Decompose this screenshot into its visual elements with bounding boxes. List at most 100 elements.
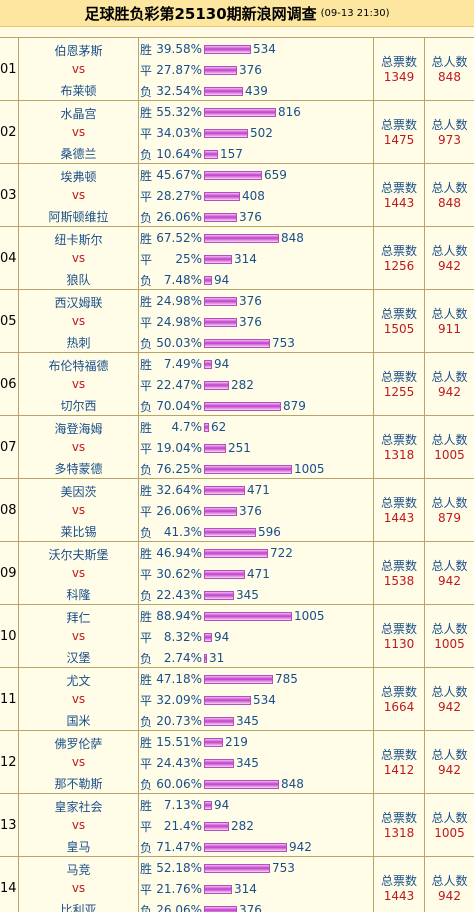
outcome-label: 胜 xyxy=(140,105,153,120)
total-people-label: 总人数 xyxy=(431,307,468,321)
total-people-value: 942 xyxy=(438,889,461,903)
column-divider xyxy=(373,731,374,793)
table-row: 02 水晶宫 vs 桑德兰 胜 55.32% 816 平 34.03% 502 负 10.64% 157… xyxy=(0,101,474,164)
outcome-label: 平 xyxy=(140,63,153,78)
vote-breakdown: 胜 39.58% 534 平 27.87% 376 负 32.54% 439 xyxy=(140,38,373,100)
total-people-cell: 总人数 942 xyxy=(425,731,474,793)
vote-percent: 32.64% xyxy=(156,483,202,497)
vote-percent: 22.47% xyxy=(156,378,202,392)
vote-bar xyxy=(204,695,251,705)
home-team[interactable]: 布伦特福德 xyxy=(48,359,109,373)
vote-bar xyxy=(204,44,251,54)
home-team[interactable]: 佛罗伦萨 xyxy=(54,737,103,751)
total-votes-value: 1255 xyxy=(383,385,415,399)
vote-bar xyxy=(204,422,209,432)
draw-vote-line: 平 27.87% 376 xyxy=(140,62,262,78)
vote-count: 94 xyxy=(214,357,230,371)
away-team[interactable]: 莱比锡 xyxy=(60,525,97,539)
home-team[interactable]: 伯恩茅斯 xyxy=(54,44,103,58)
vote-breakdown: 胜 46.94% 722 平 30.62% 471 负 22.43% 345 xyxy=(140,542,373,604)
table-row: 13 皇家社会 vs 皇马 胜 7.13% 94 平 21.4% 282 负 71.47% 942 总票数… xyxy=(0,794,474,857)
outcome-label: 平 xyxy=(140,504,153,519)
column-divider xyxy=(424,290,425,352)
total-people-label: 总人数 xyxy=(431,55,468,69)
vote-count: 722 xyxy=(270,546,293,560)
away-team[interactable]: 狼队 xyxy=(66,273,91,287)
table-row: 05 西汉姆联 vs 热刺 胜 24.98% 376 平 24.98% 376 负 50.03% 753… xyxy=(0,290,474,353)
home-team[interactable]: 皇家社会 xyxy=(54,800,103,814)
vote-count: 94 xyxy=(214,273,230,287)
total-people-label: 总人数 xyxy=(431,496,468,510)
vote-bar xyxy=(204,653,207,663)
vs-label: vs xyxy=(71,188,86,202)
outcome-label: 平 xyxy=(140,126,153,141)
vote-bar xyxy=(204,443,226,453)
total-people-label: 总人数 xyxy=(431,433,468,447)
outcome-label: 平 xyxy=(140,819,153,834)
home-team[interactable]: 海登海姆 xyxy=(54,422,103,436)
draw-vote-line: 平 8.32% 94 xyxy=(140,629,229,645)
total-votes-cell: 总票数 1318 xyxy=(374,794,424,856)
total-votes-cell: 总票数 1412 xyxy=(374,731,424,793)
outcome-label: 平 xyxy=(140,567,153,582)
home-team[interactable]: 埃弗顿 xyxy=(60,170,97,184)
away-team[interactable]: 汉堡 xyxy=(66,651,91,665)
vote-bar xyxy=(204,758,234,768)
total-votes-value: 1443 xyxy=(383,196,415,210)
outcome-label: 平 xyxy=(140,441,153,456)
match-number: 04 xyxy=(0,250,17,266)
away-team[interactable]: 比利亚 xyxy=(60,903,97,912)
column-divider xyxy=(373,38,374,100)
lose-vote-line: 负 32.54% 439 xyxy=(140,83,268,99)
home-team[interactable]: 拜仁 xyxy=(66,611,91,625)
home-team[interactable]: 水晶宫 xyxy=(60,107,97,121)
vote-percent: 50.03% xyxy=(156,336,202,350)
vote-bar xyxy=(204,338,270,348)
vote-count: 753 xyxy=(272,861,295,875)
away-team[interactable]: 国米 xyxy=(66,714,91,728)
vs-label: vs xyxy=(71,755,86,769)
away-team[interactable]: 阿斯顿维拉 xyxy=(48,210,109,224)
home-team[interactable]: 马竞 xyxy=(66,863,91,877)
away-team[interactable]: 皇马 xyxy=(66,840,91,854)
away-team[interactable]: 科隆 xyxy=(66,588,91,602)
win-vote-line: 胜 7.13% 94 xyxy=(140,797,229,813)
total-votes-cell: 总票数 1256 xyxy=(374,227,424,289)
vote-bar xyxy=(204,212,237,222)
away-team[interactable]: 多特蒙德 xyxy=(54,462,103,476)
outcome-label: 胜 xyxy=(140,294,153,309)
away-team[interactable]: 那不勒斯 xyxy=(54,777,103,791)
outcome-label: 负 xyxy=(140,399,153,414)
outcome-label: 胜 xyxy=(140,735,153,750)
vote-bar xyxy=(204,611,292,621)
vote-count: 314 xyxy=(234,882,257,896)
column-divider xyxy=(138,227,139,289)
total-votes-value: 1443 xyxy=(383,511,415,525)
total-people-label: 总人数 xyxy=(431,118,468,132)
total-votes-value: 1256 xyxy=(383,259,415,273)
away-team[interactable]: 热刺 xyxy=(66,336,91,350)
total-people-cell: 总人数 911 xyxy=(425,290,474,352)
vote-bar xyxy=(204,905,237,912)
table-row: 14 马竞 vs 比利亚 胜 52.18% 753 平 21.76% 314 负 26.06% 376 总… xyxy=(0,857,474,912)
total-people-cell: 总人数 1005 xyxy=(425,416,474,478)
away-team[interactable]: 布莱顿 xyxy=(60,84,97,98)
outcome-label: 负 xyxy=(140,525,153,540)
survey-time: (09-13 21:30) xyxy=(320,7,390,19)
vs-label: vs xyxy=(71,881,86,895)
match-number: 13 xyxy=(0,817,17,833)
vote-count: 345 xyxy=(236,714,259,728)
away-team[interactable]: 桑德兰 xyxy=(60,147,97,161)
home-team[interactable]: 西汉姆联 xyxy=(54,296,103,310)
column-divider xyxy=(373,794,374,856)
home-team[interactable]: 尤文 xyxy=(66,674,91,688)
total-people-label: 总人数 xyxy=(431,622,468,636)
vote-count: 659 xyxy=(264,168,287,182)
home-team[interactable]: 美因茨 xyxy=(60,485,97,499)
home-team[interactable]: 纽卡斯尔 xyxy=(54,233,103,247)
vote-percent: 46.94% xyxy=(156,546,202,560)
outcome-label: 平 xyxy=(140,189,153,204)
home-team[interactable]: 沃尔夫斯堡 xyxy=(48,548,109,562)
vote-percent: 70.04% xyxy=(156,399,202,413)
away-team[interactable]: 切尔西 xyxy=(60,399,97,413)
